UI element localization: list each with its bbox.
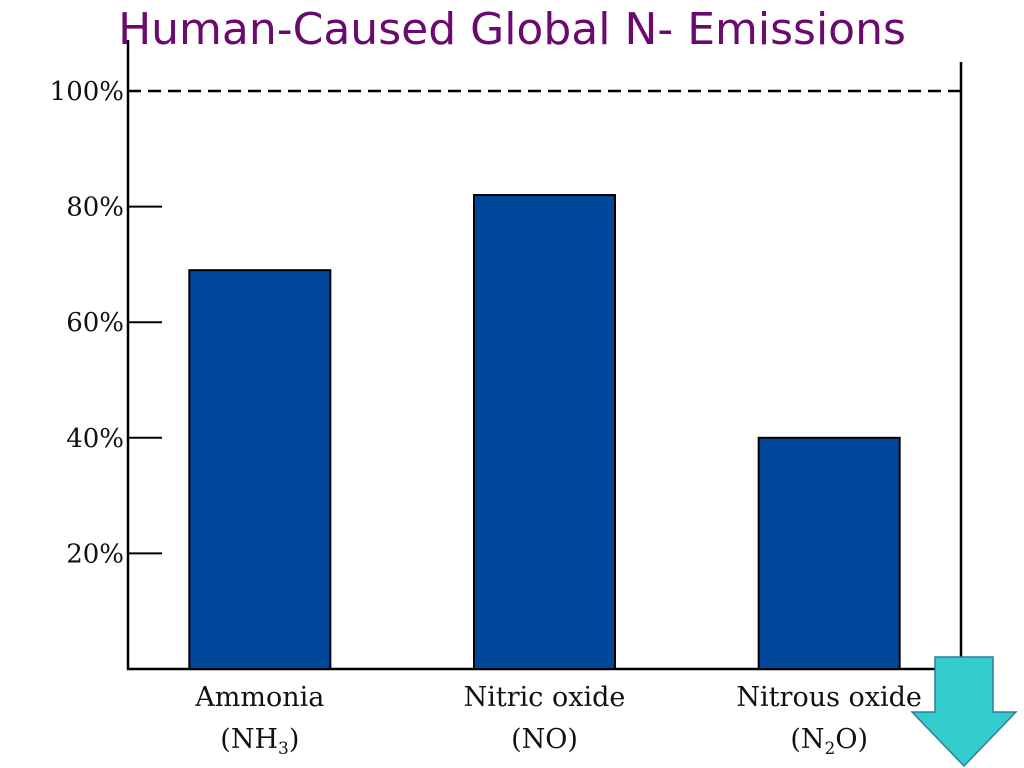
y-tick-label: 60% bbox=[66, 308, 124, 338]
y-tick-label: 20% bbox=[66, 539, 124, 569]
down-arrow-shape bbox=[910, 656, 1018, 768]
down-arrow-icon[interactable] bbox=[910, 656, 1018, 768]
category-formula: (NH3) bbox=[220, 724, 299, 759]
y-tick-label: 80% bbox=[66, 193, 124, 223]
slide-title: Human-Caused Global N- Emissions bbox=[118, 4, 906, 55]
y-tick-label: 100% bbox=[50, 77, 124, 107]
bar-2 bbox=[757, 436, 901, 670]
category-formula: (N2O) bbox=[790, 724, 868, 759]
category-label: Nitric oxide bbox=[464, 682, 626, 713]
category-label: Nitrous oxide bbox=[736, 682, 921, 713]
bar-0 bbox=[188, 269, 332, 670]
category-formula: (NO) bbox=[511, 724, 578, 755]
bar-1 bbox=[473, 194, 616, 670]
category-label: Ammonia bbox=[194, 682, 324, 713]
y-tick-label: 40% bbox=[66, 424, 124, 454]
